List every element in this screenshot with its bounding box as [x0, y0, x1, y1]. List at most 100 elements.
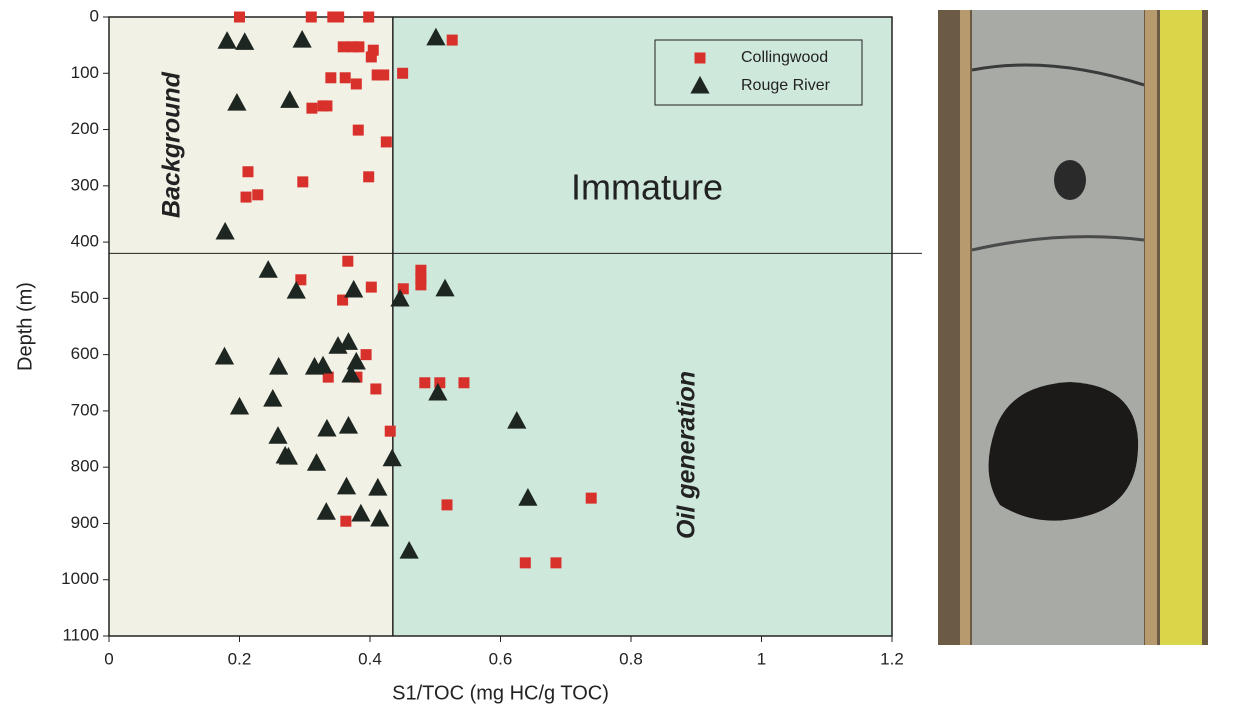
- data-point: [441, 499, 453, 511]
- data-point: [365, 51, 377, 63]
- data-point: [297, 176, 309, 188]
- data-point: [365, 281, 377, 293]
- y-tick-label: 1100: [62, 625, 99, 644]
- data-point: [415, 279, 427, 291]
- data-point: [242, 166, 254, 178]
- data-point: [415, 272, 427, 284]
- core-sample: [972, 10, 1144, 645]
- data-point: [340, 515, 352, 527]
- data-point: [292, 29, 312, 48]
- data-point: [370, 383, 382, 395]
- data-point: [458, 377, 470, 389]
- data-point: [360, 349, 372, 361]
- data-point: [507, 410, 527, 429]
- plot: 0 0.2 0.4 0.6 0.8 1 1.2 0 100 200 300 400 500 600 700 8…: [14, 6, 922, 704]
- data-point: [229, 396, 250, 415]
- data-point: [434, 377, 446, 389]
- data-point: [347, 41, 359, 53]
- y-tick-label: 300: [71, 175, 99, 194]
- data-point: [419, 377, 431, 389]
- data-point: [286, 280, 306, 299]
- data-point: [240, 191, 252, 203]
- y-tick-label: 700: [71, 400, 99, 419]
- data-point: [338, 416, 359, 434]
- x-tick-label: 0.8: [619, 649, 643, 668]
- y-tick-label: 600: [71, 344, 99, 363]
- data-point: [325, 72, 337, 84]
- data-point: [426, 27, 446, 46]
- data-point: [327, 11, 339, 23]
- data-point: [435, 278, 455, 297]
- data-point: [280, 90, 300, 108]
- data-point: [268, 426, 288, 444]
- data-point: [371, 69, 383, 81]
- data-point: [363, 11, 375, 23]
- data-point: [306, 453, 327, 471]
- data-point: [351, 503, 371, 522]
- data-point: [353, 41, 365, 53]
- data-point: [585, 492, 597, 504]
- data-point: [337, 294, 349, 306]
- data-point: [342, 255, 354, 267]
- data-point: [382, 448, 402, 467]
- data-point: [322, 371, 334, 383]
- data-point: [518, 488, 538, 506]
- legend-label: Collingwood: [741, 49, 828, 66]
- y-tick-label: 900: [71, 513, 99, 532]
- x-axis-title: S1/TOC (mg HC/g TOC): [392, 682, 609, 704]
- data-point: [217, 31, 237, 49]
- data-point: [339, 72, 351, 84]
- legend-marker: [690, 75, 710, 94]
- y-tick-label: 200: [71, 119, 99, 138]
- data-point: [269, 356, 289, 375]
- y-tick-label: 500: [71, 288, 99, 307]
- data-point: [321, 100, 333, 112]
- data-point: [263, 389, 283, 407]
- y-tick-label: 800: [71, 457, 99, 476]
- data-point: [214, 346, 235, 365]
- x-tick-label: 1: [757, 649, 766, 668]
- data-point: [295, 274, 307, 286]
- x-tick-label: 0: [104, 649, 113, 668]
- data-point: [305, 11, 317, 23]
- legend-box: [654, 39, 863, 106]
- data-point: [317, 418, 337, 437]
- data-point: [397, 283, 409, 295]
- oil-stain: [988, 382, 1139, 521]
- crack: [971, 235, 1145, 252]
- data-point: [336, 476, 357, 495]
- region-right: [392, 17, 892, 636]
- y-tick-label: 0: [90, 6, 99, 25]
- legend: Collingwood Rouge River: [654, 39, 863, 106]
- annotation: Background: [158, 71, 186, 218]
- data-point: [215, 221, 235, 240]
- data-point: [341, 364, 361, 383]
- data-point: [234, 11, 245, 23]
- data-point: [350, 78, 362, 90]
- legend-label: Rouge River: [741, 77, 831, 94]
- data-point: [344, 279, 364, 298]
- data-point: [415, 264, 427, 276]
- data-point: [252, 189, 264, 201]
- data-point: [390, 288, 410, 307]
- x-tick-label: 0.4: [358, 649, 382, 668]
- photo-rail: [1145, 10, 1157, 645]
- data-point: [363, 171, 375, 183]
- data-point: [278, 446, 299, 465]
- core-photo: [938, 10, 1208, 645]
- annotation: Oil generation: [673, 371, 701, 539]
- data-point: [346, 351, 366, 370]
- data-point: [397, 67, 409, 79]
- data-point: [333, 11, 345, 23]
- x-tick-label: 0.2: [228, 649, 252, 668]
- oil-stain: [1054, 160, 1086, 200]
- y-axis-title: Depth (m): [14, 282, 36, 371]
- data-point: [227, 93, 247, 111]
- legend-marker: [694, 52, 706, 64]
- data-point: [258, 260, 278, 278]
- data-point: [352, 124, 364, 136]
- x-tick-label: 0.6: [489, 649, 513, 668]
- data-point: [316, 502, 336, 520]
- tape-measure: [1160, 10, 1202, 645]
